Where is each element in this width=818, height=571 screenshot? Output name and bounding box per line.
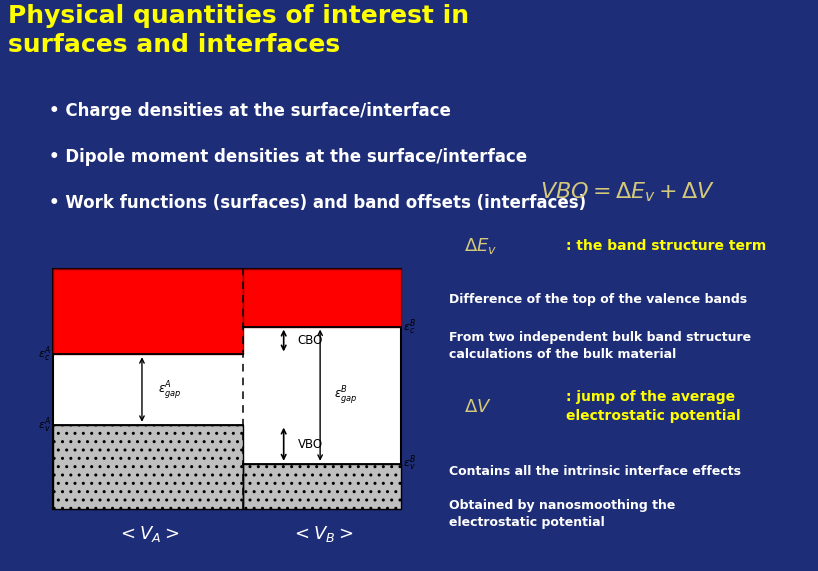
Text: : jump of the average
electrostatic potential: : jump of the average electrostatic pote… [566,391,740,423]
Text: $\epsilon^B_v$: $\epsilon^B_v$ [403,454,416,473]
Text: $\epsilon^A_{gap}$: $\epsilon^A_{gap}$ [158,379,182,400]
Text: $\Delta E_v$: $\Delta E_v$ [464,235,497,256]
Bar [243,464,401,509]
Text: $\Delta V$: $\Delta V$ [464,397,492,416]
Bar [53,425,243,509]
Bar [243,464,401,509]
Text: $\epsilon^A_v$: $\epsilon^A_v$ [38,415,51,435]
Text: $\epsilon^B_{gap}$: $\epsilon^B_{gap}$ [335,384,357,406]
Text: : the band structure term: : the band structure term [566,239,766,252]
Text: From two independent bulk band structure
calculations of the bulk material: From two independent bulk band structure… [449,331,752,361]
Text: • Work functions (surfaces) and band offsets (interfaces): • Work functions (surfaces) and band off… [49,194,587,212]
Text: CBO: CBO [298,334,323,347]
Text: $<V_A>$: $<V_A>$ [117,524,179,544]
Bar [53,269,401,509]
Text: Physical quantities of interest in
surfaces and interfaces: Physical quantities of interest in surfa… [7,4,469,57]
Text: • Charge densities at the surface/interface: • Charge densities at the surface/interf… [49,102,451,120]
Text: $VBO = \Delta E_v + \Delta V$: $VBO = \Delta E_v + \Delta V$ [540,180,716,204]
Text: Contains all the intrinsic interface effects: Contains all the intrinsic interface eff… [449,465,741,478]
Text: Obtained by nanosmoothing the
electrostatic potential: Obtained by nanosmoothing the electrosta… [449,499,676,529]
Text: • Dipole moment densities at the surface/interface: • Dipole moment densities at the surface… [49,148,528,166]
Bar [243,269,401,327]
Text: $\epsilon^B_c$: $\epsilon^B_c$ [403,317,416,336]
Text: Difference of the top of the valence bands: Difference of the top of the valence ban… [449,293,748,307]
Text: $<V_B>$: $<V_B>$ [291,524,353,544]
Bar [53,425,243,509]
Text: VBO: VBO [298,438,323,451]
Text: $\epsilon^A_c$: $\epsilon^A_c$ [38,344,51,364]
Bar [53,269,243,355]
